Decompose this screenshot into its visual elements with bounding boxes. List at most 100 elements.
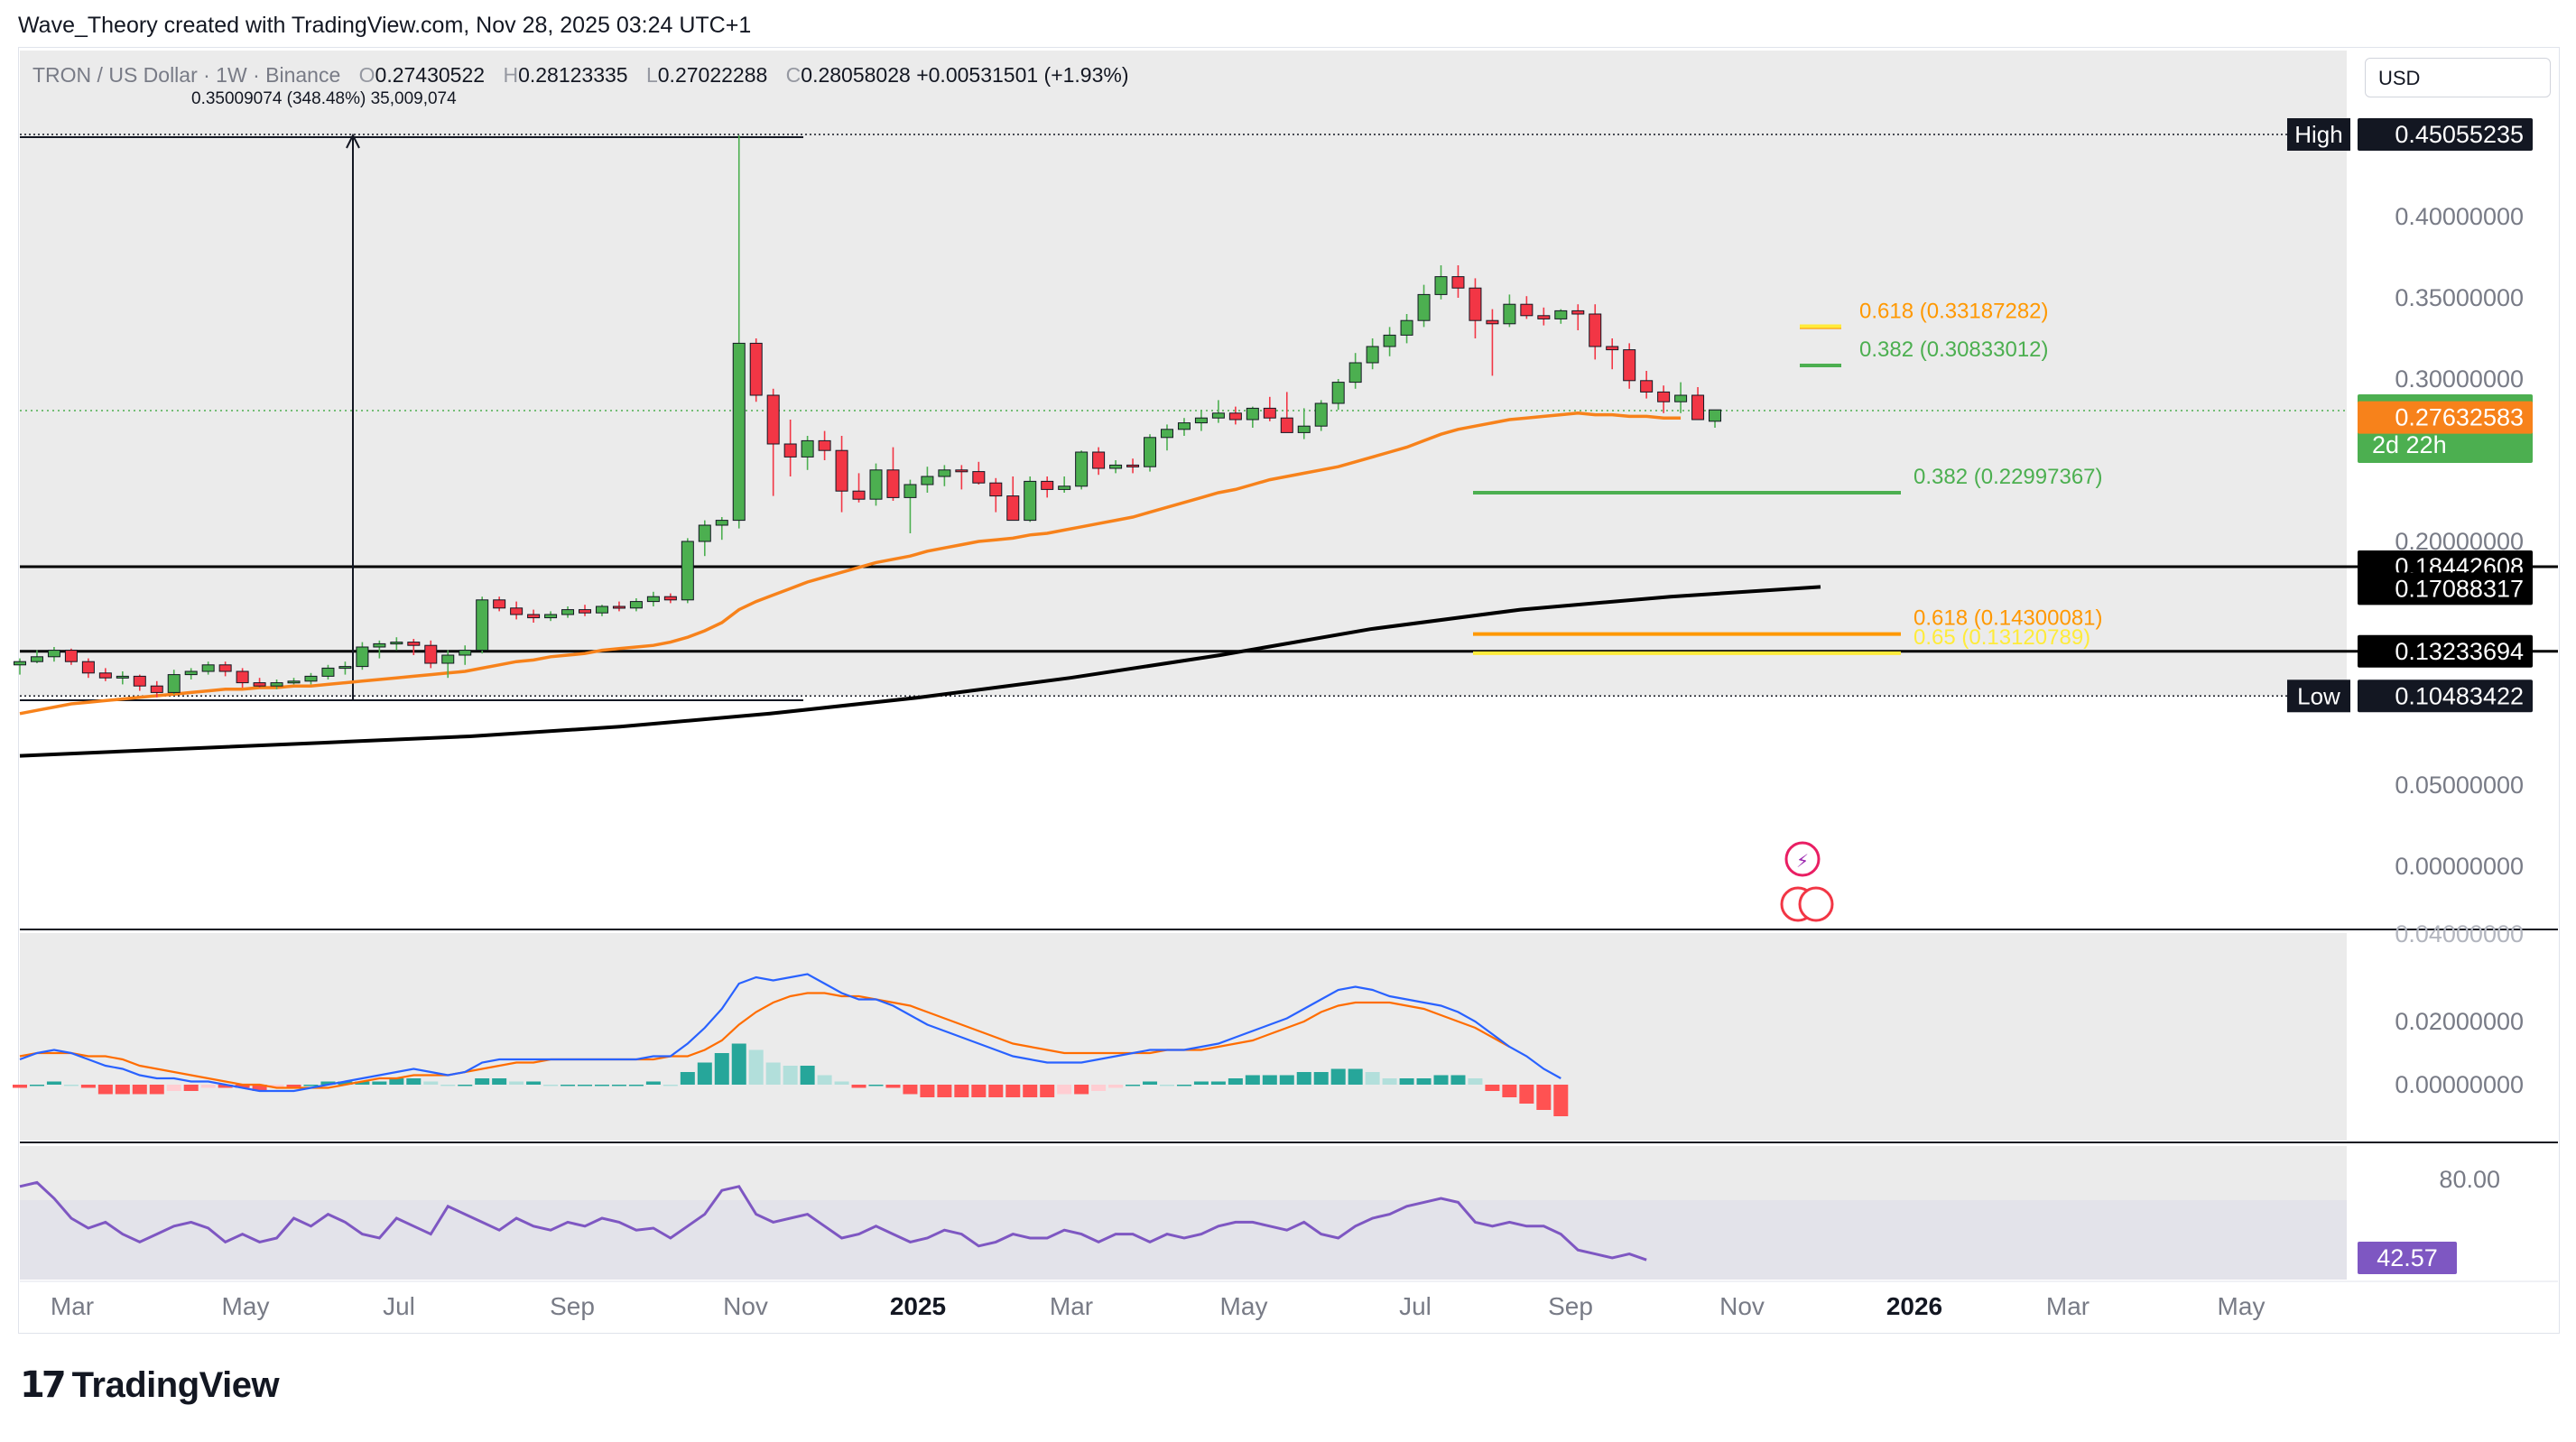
macd-histogram-bar — [714, 1053, 729, 1085]
tradingview-logo[interactable]: 17 TradingView — [20, 1364, 280, 1406]
fib-label: 0.382 (0.22997367) — [1913, 465, 2103, 489]
tradingview-wordmark: TradingView — [71, 1364, 280, 1405]
measure-readout: 0.35009074 (348.48%) 35,009,074 — [191, 89, 457, 108]
macd-histogram-bar — [320, 1081, 336, 1085]
macd-histogram-bar — [885, 1085, 901, 1088]
candle-body — [1194, 417, 1208, 424]
macd-histogram-bar — [834, 1081, 849, 1085]
macd-histogram-bar — [1365, 1072, 1380, 1085]
macd-histogram-bar — [13, 1085, 27, 1088]
candle-body — [424, 644, 438, 664]
macd-histogram-bar — [1468, 1078, 1483, 1085]
candle-body — [886, 469, 900, 498]
candle-body — [1331, 382, 1345, 404]
price-tick-label: 0.00000000 — [2395, 853, 2524, 880]
macd-histogram-bar — [765, 1062, 781, 1085]
price-label-bg — [2358, 401, 2533, 434]
candle-body — [629, 601, 643, 609]
candle-body — [304, 675, 318, 682]
rsi-tick-label: 80.00 — [2439, 1166, 2500, 1193]
macd-histogram-bar — [1330, 1068, 1346, 1085]
candle-body — [852, 490, 866, 500]
level-tag-text: High — [2294, 121, 2342, 148]
candle-body — [1383, 334, 1396, 347]
macd-histogram-bar — [183, 1085, 199, 1091]
candle-body — [236, 670, 249, 684]
candle-body — [1623, 349, 1636, 382]
macd-histogram-bar — [988, 1085, 1004, 1097]
price-tick-label: 0.35000000 — [2395, 284, 2524, 311]
candle-body — [1006, 495, 1020, 522]
candle-body — [1709, 409, 1722, 422]
macd-histogram-bar — [355, 1081, 370, 1085]
candle-body — [390, 642, 403, 645]
candle-body — [1144, 437, 1157, 467]
macd-histogram-bar — [783, 1066, 798, 1085]
macd-histogram-bar — [594, 1085, 609, 1086]
candle-body — [766, 394, 780, 445]
candle-body — [989, 482, 1003, 497]
candle-body — [835, 449, 848, 492]
level-tag: Low — [2287, 679, 2350, 713]
fib-label: 0.618 (0.14300081) — [1913, 606, 2103, 631]
macd-histogram-bar — [1450, 1075, 1466, 1085]
macd-histogram-bar — [851, 1085, 866, 1088]
macd-histogram-bar — [269, 1085, 284, 1088]
macd-histogram-bar — [1536, 1085, 1552, 1110]
macd-histogram-bar — [578, 1085, 593, 1086]
macd-histogram-bar — [389, 1078, 404, 1085]
candle-body — [1434, 276, 1448, 295]
candle-body — [801, 439, 814, 458]
macd-histogram-bar — [1433, 1075, 1449, 1085]
candle-body — [783, 443, 797, 458]
low-value: 0.27022288 — [657, 63, 768, 87]
price-tick-label: 0.40000000 — [2395, 203, 2524, 230]
us-flag-icon — [1798, 886, 1834, 922]
macd-histogram-bar — [1245, 1075, 1260, 1085]
macd-histogram-bar — [1091, 1085, 1107, 1091]
macd-histogram-bar — [1108, 1085, 1124, 1088]
candle-body — [1314, 402, 1328, 427]
candle-body — [921, 476, 934, 485]
candle-body — [818, 439, 831, 451]
macd-pane-bg — [20, 933, 2347, 1141]
macd-histogram-bar — [1262, 1075, 1277, 1085]
measure-arrowhead — [346, 133, 360, 149]
price-label-bg — [2358, 118, 2533, 152]
low-label: L — [645, 63, 658, 87]
macd-histogram-bar — [200, 1085, 216, 1088]
macd-histogram-bar — [440, 1085, 456, 1086]
time-axis-label: May — [1220, 1292, 1268, 1320]
time-axis-label: May — [2218, 1292, 2266, 1320]
macd-histogram-bar — [1074, 1085, 1089, 1095]
candle-body — [1503, 303, 1516, 325]
candle-body — [373, 642, 386, 648]
macd-histogram-bar — [868, 1085, 884, 1086]
macd-histogram-bar — [1416, 1078, 1432, 1085]
rsi-line — [19, 1180, 1647, 1262]
macd-histogram-bar — [1399, 1078, 1414, 1085]
lightning-glyph: ⚡ — [1796, 850, 1809, 872]
macd-histogram-bar — [509, 1081, 524, 1085]
candle-body — [184, 670, 198, 676]
macd-histogram-bar — [29, 1085, 44, 1086]
macd-histogram-bar — [1313, 1072, 1329, 1085]
price-tick-label: 0.20000000 — [2395, 528, 2524, 555]
macd-histogram-bar — [166, 1085, 181, 1091]
candle-body — [218, 664, 232, 672]
currency-button[interactable]: USD — [2365, 58, 2551, 97]
macd-histogram-bar — [1040, 1085, 1055, 1097]
macd-histogram-bar — [46, 1081, 61, 1085]
macd-histogram-bar — [817, 1075, 832, 1085]
close-value: 0.28058028 — [801, 63, 911, 87]
candle-body — [47, 650, 60, 658]
candle-body — [321, 667, 335, 677]
candle-body — [1126, 464, 1140, 467]
symbol-title[interactable]: TRON / US Dollar · 1W · Binance — [32, 63, 341, 87]
candle-body — [1554, 310, 1568, 319]
candle-body — [561, 609, 575, 615]
price-label-text: 0.45055235 — [2395, 121, 2524, 148]
macd-histogram-bar — [1519, 1085, 1534, 1104]
macd-histogram-bar — [1126, 1085, 1141, 1086]
